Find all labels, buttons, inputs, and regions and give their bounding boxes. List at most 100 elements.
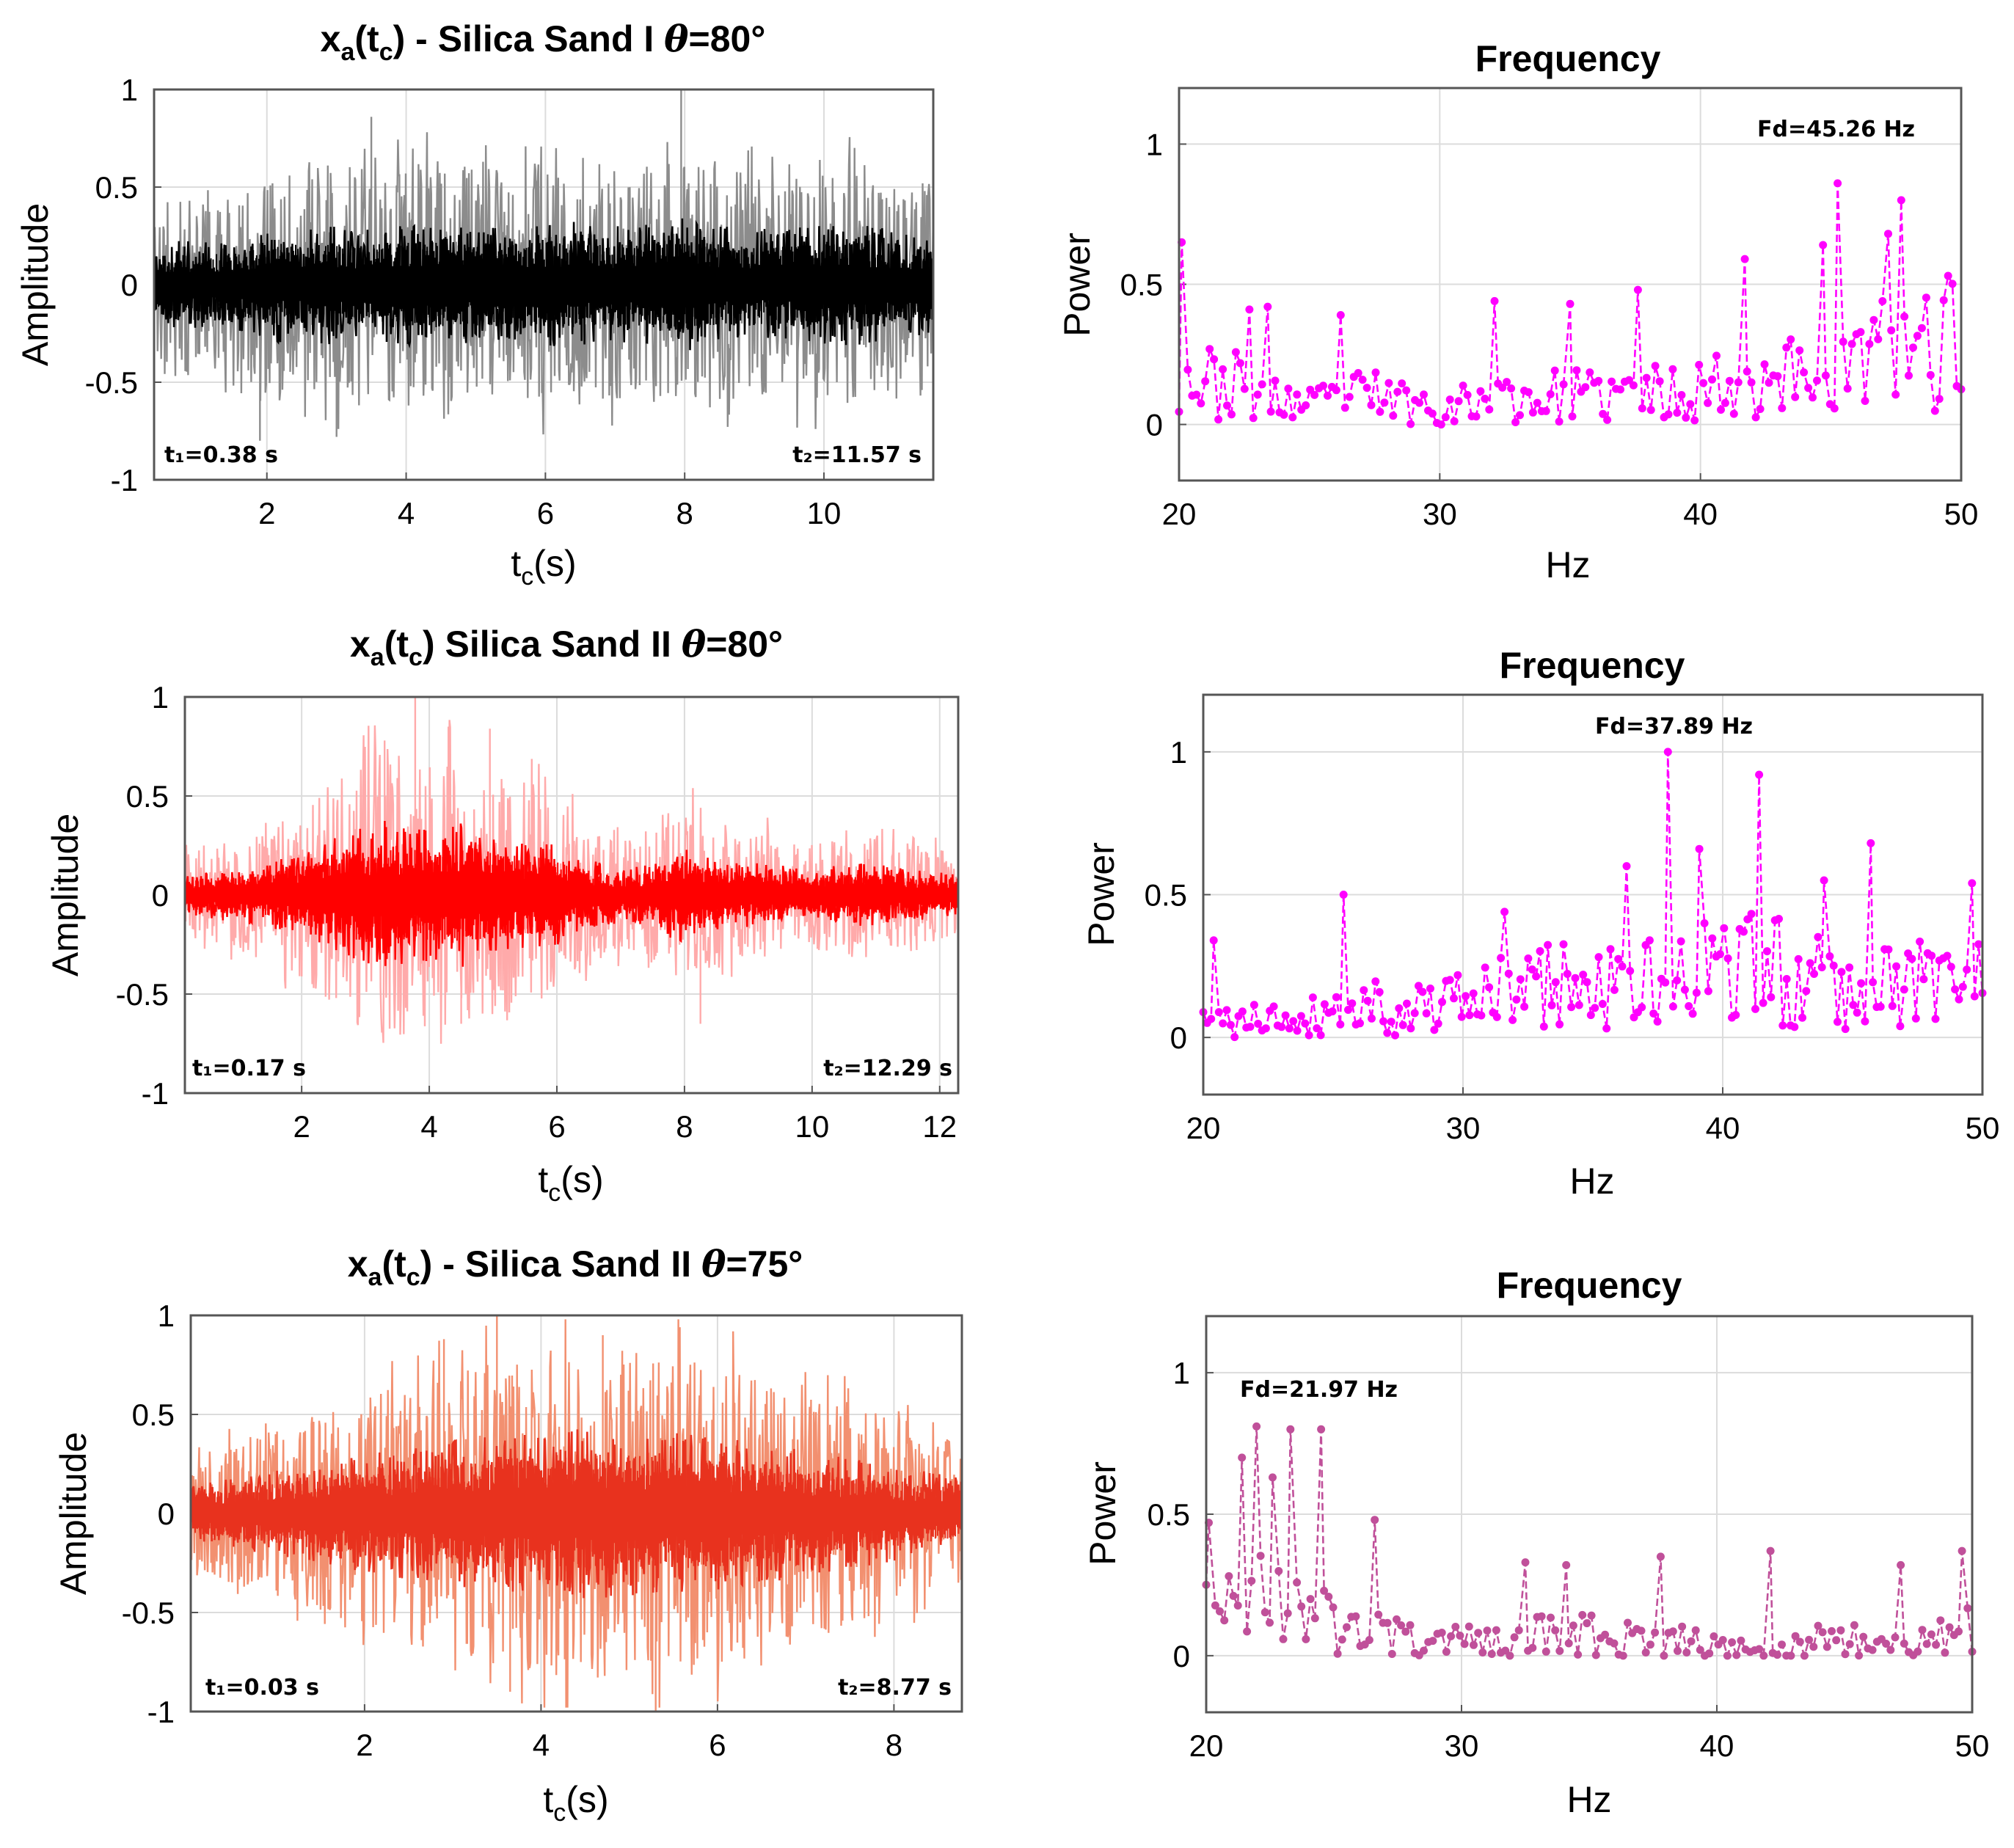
spectrum-point	[1958, 982, 1967, 991]
spectrum-point	[1856, 328, 1865, 337]
spectrum-point	[1869, 978, 1878, 987]
spectrum-point	[1778, 1640, 1786, 1649]
spectrum-point	[1415, 398, 1423, 407]
spectrum-point	[1688, 1009, 1697, 1018]
spectrum-point	[1283, 1609, 1292, 1618]
y-tick-label: 1	[158, 1299, 175, 1333]
spectrum-point	[1343, 1623, 1351, 1632]
spectrum-point	[1691, 1626, 1700, 1635]
spectrum-point	[1569, 1621, 1577, 1630]
spectrum-point	[1853, 1008, 1861, 1017]
spectrum-point	[1677, 391, 1686, 399]
spectrum-point	[1336, 311, 1345, 319]
spectrum-point	[1389, 412, 1398, 420]
spectrum-line	[1205, 1426, 1974, 1659]
spectrum-point	[1676, 937, 1685, 946]
spectrum-point	[1233, 1602, 1242, 1610]
spectrum-point	[1281, 1011, 1290, 1020]
spectrum-point	[1740, 255, 1749, 263]
time-signal-panel-3: xa(tc) - Silica Sand II θ=75° -1 -0.5 0 0.5…	[53, 1242, 963, 1827]
spectrum-point	[1820, 876, 1828, 885]
spectrum-point	[1537, 1612, 1546, 1621]
spectrum-point	[1678, 1622, 1687, 1631]
x-axis-label: tc(s)	[543, 1779, 608, 1827]
spectrum-point	[1974, 940, 1983, 949]
spectrum-point	[1238, 1453, 1247, 1462]
y-tick-label: 0	[1170, 1020, 1187, 1055]
spectrum-point	[1660, 1651, 1668, 1660]
spectrum-point	[1847, 340, 1856, 348]
spectrum-point	[1586, 368, 1594, 377]
spectrum-point	[1567, 1003, 1576, 1012]
spectrum-point	[1787, 335, 1795, 344]
spectrum-point	[1900, 1639, 1908, 1648]
y-tick-label: 0	[152, 878, 169, 913]
spectrum-point	[1319, 381, 1327, 390]
y-tick-label: 0.5	[1120, 268, 1163, 302]
x-tick-label: 2	[293, 1109, 310, 1144]
spectrum-point	[1602, 1024, 1611, 1033]
spectrum-point	[1747, 378, 1756, 387]
spectrum-point	[1598, 1000, 1607, 1008]
x-tick-label: 40	[1706, 1111, 1740, 1145]
spectrum-point	[1655, 377, 1664, 386]
spectrum-point	[1814, 932, 1823, 941]
spectrum-point	[1587, 1611, 1596, 1620]
spectrum-point	[1878, 297, 1887, 305]
spectrum-point	[1704, 398, 1712, 407]
y-tick-labels: -1 -0.5 0 0.5 1	[116, 680, 169, 1111]
spectrum-point	[1533, 398, 1541, 407]
spectrum-point	[1778, 1021, 1787, 1030]
spectrum-point	[1564, 1639, 1573, 1648]
spectrum-point	[1935, 395, 1944, 403]
spectrum-point	[1393, 1615, 1401, 1624]
spectrum-point	[1293, 1578, 1302, 1587]
spectrum-point	[1293, 1026, 1302, 1035]
spectrum-point	[1690, 416, 1699, 425]
spectrum-point	[1911, 1014, 1920, 1023]
spectrum-point	[1687, 1637, 1696, 1646]
spectrum-point	[1442, 1648, 1451, 1656]
spectrum-point	[1285, 1024, 1294, 1033]
spectrum-point	[1583, 1619, 1591, 1628]
spectrum-point	[1339, 891, 1348, 899]
spectrum-point	[1219, 365, 1227, 373]
spectrum-point	[1450, 994, 1458, 1003]
spectrum-point	[1459, 381, 1467, 390]
y-tick-label: 0	[1173, 1639, 1190, 1673]
spectrum-point	[1492, 1012, 1501, 1021]
spectrum-point	[1524, 954, 1533, 963]
spectrum-point	[1843, 384, 1852, 393]
x-tick-label: 10	[807, 496, 842, 530]
spectrum-point	[1751, 1004, 1759, 1013]
t2-label: t₂=12.29 s	[823, 1056, 952, 1081]
y-tick-label: 0.5	[1148, 1497, 1190, 1532]
y-tick-label: 1	[1146, 127, 1163, 161]
spectrum-point	[1367, 401, 1376, 409]
spectrum-point	[1504, 969, 1513, 978]
spectrum-point	[1508, 1015, 1517, 1024]
spectrum-point	[1289, 1017, 1298, 1026]
spectrum-point	[1551, 1626, 1560, 1635]
x-tick-labels: 2 4 6 8	[356, 1728, 902, 1762]
spectrum-point	[1568, 412, 1577, 421]
spectrum-point	[1756, 405, 1765, 413]
spectrum-point	[1651, 1628, 1660, 1637]
spectrum-point	[1586, 1011, 1595, 1020]
spectrum-point	[1861, 397, 1869, 405]
spectrum-point	[1406, 1024, 1415, 1033]
t2-label: t₂=11.57 s	[792, 442, 922, 468]
x-tick-label: 6	[548, 1109, 565, 1144]
spectrum-point	[1696, 1646, 1704, 1654]
spectrum-point	[1256, 1552, 1265, 1560]
spectrum-point	[1732, 1011, 1740, 1019]
spectrum-point	[1737, 1636, 1745, 1645]
spectrum-point	[1692, 988, 1701, 997]
spectrum-point	[1375, 987, 1384, 996]
spectrum-point	[1302, 401, 1310, 409]
spectrum-point	[1481, 963, 1489, 972]
spectrum-point	[1415, 982, 1423, 990]
dominant-frequency-label: Fd=21.97 Hz	[1240, 1377, 1398, 1403]
spectrum-point	[1637, 1626, 1646, 1635]
spectrum-point	[1787, 1651, 1795, 1660]
